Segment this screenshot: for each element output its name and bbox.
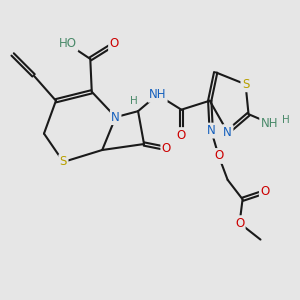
Text: S: S <box>242 78 249 91</box>
Text: NH: NH <box>261 117 278 130</box>
Text: O: O <box>110 38 119 50</box>
Text: H: H <box>282 115 290 125</box>
Text: N: N <box>111 111 120 124</box>
Text: O: O <box>177 129 186 142</box>
Text: N: N <box>223 126 232 139</box>
Text: O: O <box>260 185 270 198</box>
Text: NH: NH <box>149 88 166 101</box>
Text: S: S <box>60 155 67 168</box>
Text: O: O <box>235 217 244 230</box>
Text: H: H <box>130 96 137 106</box>
Text: HO: HO <box>59 38 77 50</box>
Text: O: O <box>162 142 171 155</box>
Text: O: O <box>214 149 223 163</box>
Text: N: N <box>207 124 216 137</box>
